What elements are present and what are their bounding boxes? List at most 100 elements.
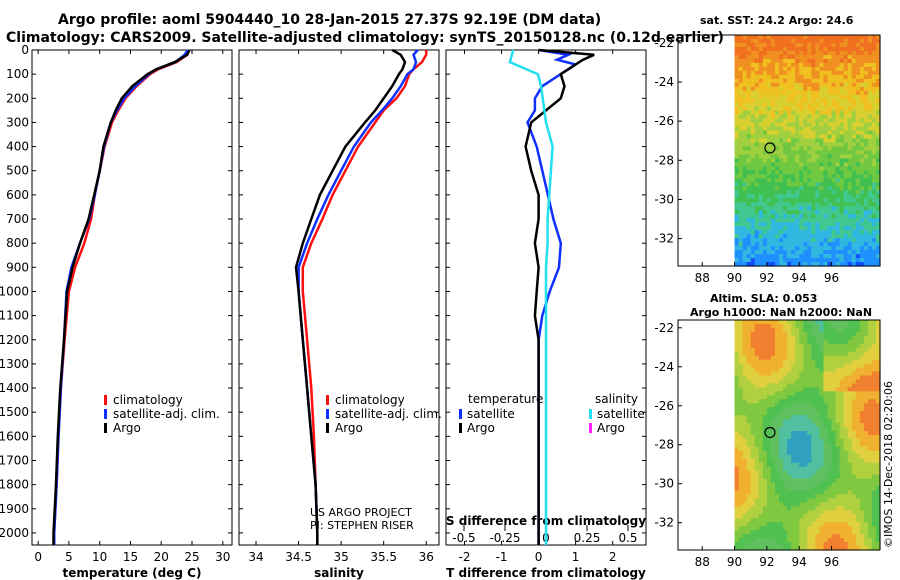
map-cell (762, 415, 768, 420)
map-cell (762, 246, 768, 251)
map-cell (807, 230, 812, 235)
map-cell (791, 323, 796, 329)
map-cell (787, 102, 792, 108)
map-cell (738, 238, 744, 243)
x-axis-label: temperature (deg C) (63, 566, 202, 580)
map-cell (770, 383, 776, 389)
map-cell (867, 38, 873, 44)
map-cell (783, 126, 788, 132)
map-cell (839, 482, 845, 488)
map-cell (746, 38, 752, 44)
map-cell (831, 54, 837, 60)
map-cell (843, 38, 849, 44)
map-cell (787, 343, 792, 349)
map-cell (847, 146, 853, 152)
map-cell (815, 462, 820, 468)
map-x-tick-label: 94 (792, 271, 807, 285)
imos-credit: ©IMOS 14-Dec-2018 02:20:06 (882, 381, 895, 548)
map-cell (783, 395, 788, 400)
map-cell (859, 206, 865, 211)
map-cell (754, 534, 760, 539)
map-cell (823, 230, 829, 235)
map-cell (766, 546, 772, 551)
map-cell (758, 538, 764, 543)
map-cell (803, 86, 808, 92)
map-cell (875, 347, 881, 353)
map-cell (762, 94, 768, 100)
map-cell (738, 62, 744, 68)
map-cell (738, 534, 744, 539)
map-cell (754, 510, 760, 515)
map-cell (779, 323, 784, 329)
map-cell (875, 90, 881, 96)
map-cell (867, 474, 873, 480)
map-cell (738, 166, 744, 172)
map-cell (750, 126, 756, 132)
map-cell (823, 518, 829, 523)
map-cell (766, 379, 772, 385)
map-cell (746, 339, 752, 345)
map-cell (750, 323, 756, 329)
map-cell (807, 118, 812, 124)
map-cell (787, 542, 792, 547)
map-cell (750, 383, 756, 389)
map-cell (851, 186, 857, 191)
map-cell (819, 146, 825, 152)
map-cell (839, 367, 845, 373)
map-cell (754, 538, 760, 543)
map-cell (791, 234, 796, 239)
map-cell (847, 102, 853, 108)
map-cell (738, 339, 744, 345)
map-cell (766, 178, 772, 183)
map-cell (734, 182, 740, 187)
map-cell (847, 403, 853, 408)
map-cell (819, 415, 825, 420)
map-cell (863, 190, 869, 195)
map-cell (855, 190, 861, 195)
map-cell (819, 50, 825, 56)
map-cell (799, 391, 804, 396)
map-cell (823, 114, 829, 120)
map-cell (762, 214, 768, 219)
map-cell (835, 427, 841, 432)
map-cell (875, 415, 881, 420)
map-cell (774, 42, 780, 48)
map-cell (799, 542, 804, 547)
map-cell (787, 226, 792, 231)
map-cell (746, 114, 752, 120)
map-cell (855, 74, 861, 80)
map-cell (815, 486, 820, 492)
map-cell (871, 383, 877, 389)
map-cell (750, 222, 756, 227)
map-cell (835, 130, 841, 136)
map-cell (738, 494, 744, 500)
map-cell (871, 458, 877, 464)
map-cell (746, 454, 752, 460)
map-cell (774, 478, 780, 484)
legend-label: Argo (335, 421, 363, 435)
map-cell (819, 182, 825, 187)
map-cell (746, 106, 752, 112)
map-cell (742, 530, 748, 535)
map-cell (807, 238, 812, 243)
map-cell (803, 351, 808, 357)
map-cell (819, 347, 825, 353)
map-cell (734, 343, 740, 349)
map-cell (779, 194, 784, 199)
map-cell (815, 42, 820, 48)
map-cell (783, 458, 788, 464)
map-cell (738, 182, 744, 187)
map-cell (811, 246, 816, 251)
map-cell (843, 102, 849, 108)
map-cell (867, 359, 873, 365)
map-cell (734, 234, 740, 239)
map-cell (839, 122, 845, 128)
map-cell (823, 210, 829, 215)
map-cell (863, 395, 869, 400)
map-cell (827, 42, 833, 48)
map-cell (754, 110, 760, 116)
map-cell (819, 427, 825, 432)
map-cell (803, 506, 808, 511)
map-cell (831, 431, 837, 436)
map-cell (774, 320, 780, 325)
